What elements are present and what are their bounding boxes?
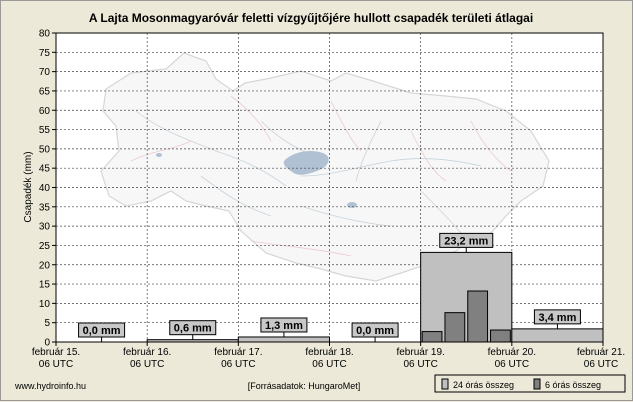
series-6h (421, 290, 511, 343)
bar-24h (237, 336, 330, 343)
series-24h (56, 251, 604, 343)
y-tick-label: 10 (39, 299, 51, 310)
y-tick-label: 20 (39, 260, 51, 271)
bar-24h (146, 339, 239, 343)
data-label: 23,2 mm (444, 235, 488, 247)
y-tick-label: 0 (44, 338, 50, 349)
x-tick-label: február 17. (214, 347, 262, 358)
y-tick-label: 65 (39, 86, 51, 97)
data-label-box (351, 322, 399, 338)
bar-6h (467, 290, 489, 343)
y-tick-label: 75 (39, 48, 51, 59)
x-tick-label: 06 UTC (403, 359, 437, 370)
bar-6h (490, 329, 511, 343)
bar-24h (511, 328, 604, 343)
y-tick-label: 25 (39, 241, 51, 252)
y-tick-label: 70 (39, 67, 51, 78)
data-label: 1,3 mm (265, 320, 303, 332)
data-label: 0,0 mm (83, 325, 121, 337)
y-tick-label: 5 (44, 318, 50, 329)
legend-box (434, 374, 626, 393)
footer-source: [Forrásadatok: HungaroMet] (248, 381, 361, 391)
y-tick-label: 50 (39, 144, 51, 155)
data-label-box (169, 320, 217, 336)
y-tick-label: 55 (39, 125, 51, 136)
legend-label-24h: 24 órás összeg (453, 380, 514, 390)
x-tick-label: 06 UTC (221, 359, 255, 370)
data-label: 3,4 mm (538, 312, 576, 324)
y-axis-label: Csapadék (mm) (23, 151, 34, 222)
data-label-box (260, 317, 308, 333)
chart-title: A Lajta Mosonmagyaróvár feletti vízgyűjt… (89, 11, 533, 25)
x-tick-label: 06 UTC (39, 359, 73, 370)
x-tick-label: február 16. (123, 347, 171, 358)
legend-swatch-6h (533, 378, 541, 390)
y-tick-label: 30 (39, 222, 51, 233)
x-tick-label: február 18. (305, 347, 353, 358)
bar-6h (421, 331, 443, 343)
x-tick-label: 06 UTC (130, 359, 164, 370)
x-tick-label: 06 UTC (584, 359, 618, 370)
y-tick-label: 80 (39, 29, 51, 40)
x-tick-label: február 20. (488, 347, 536, 358)
x-tick-label: február 21. (577, 347, 625, 358)
y-tick-label: 60 (39, 106, 51, 117)
y-tick-label: 15 (39, 280, 51, 291)
bar-6h (444, 312, 466, 343)
x-tick-label: február 19. (396, 347, 444, 358)
x-tick-label: 06 UTC (312, 359, 346, 370)
legend-swatch-24h (441, 378, 449, 390)
legend: 24 órás összeg 6 órás összeg (434, 374, 626, 393)
legend-label-6h: 6 órás összeg (545, 380, 601, 390)
grid-lines (56, 33, 603, 342)
x-tick-label: február 15. (32, 347, 80, 358)
data-labels: 0,0 mm 0,6 mm 1,3 mm 0,0 mm 23,2 mm 3,4 mm (78, 232, 581, 342)
y-axis: 0 5 10 15 20 25 30 35 40 45 50 55 60 65 70 75 80 (39, 29, 56, 349)
bar-24h (420, 251, 513, 343)
data-label-box (439, 232, 494, 248)
data-label: 0,6 mm (174, 323, 212, 335)
y-tick-label: 35 (39, 202, 51, 213)
footer-website: www.hydroinfo.hu (14, 381, 86, 391)
data-label-box (78, 322, 126, 338)
y-tick-label: 40 (39, 183, 51, 194)
data-label-box (533, 309, 581, 325)
x-tick-label: 06 UTC (495, 359, 529, 370)
y-tick-label: 45 (39, 164, 51, 175)
data-label: 0,0 mm (356, 325, 394, 337)
